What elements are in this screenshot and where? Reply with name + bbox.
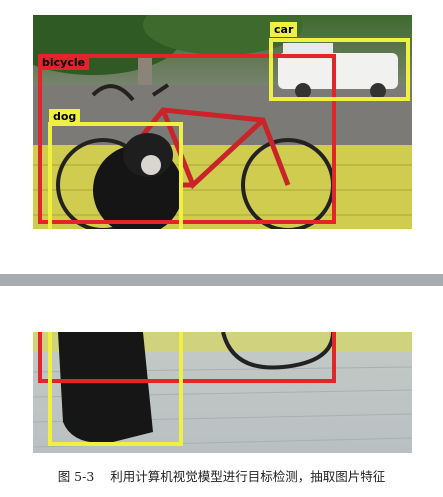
detection-photo-bottom <box>33 332 412 453</box>
car-body <box>278 53 398 89</box>
figure-number: 图 5-3 <box>57 469 95 484</box>
car-wheel <box>370 83 386 99</box>
dog-label: dog <box>49 109 81 124</box>
page-divider-band <box>0 274 443 286</box>
figure-caption: 图 5-3 利用计算机视觉模型进行目标检测，抽取图片特征 <box>0 466 443 485</box>
car-bounding-box <box>269 38 410 101</box>
dog-body-bottom <box>58 332 153 443</box>
dog-bounding-box-bottom <box>48 332 183 446</box>
tree-foliage <box>143 15 303 55</box>
car-wheel <box>295 83 311 99</box>
bicycle-bounding-box <box>38 54 336 224</box>
detection-photo-top: bicycle car dog <box>33 15 412 229</box>
bicycle-label: bicycle <box>38 55 90 70</box>
dog-bounding-box <box>48 122 183 229</box>
bicycle-wheel-bottom <box>221 332 335 370</box>
car-label: car <box>270 22 298 37</box>
dog-illustration <box>93 133 183 229</box>
figure-caption-text: 利用计算机视觉模型进行目标检测，抽取图片特征 <box>110 469 386 484</box>
bicycle-bounding-box-bottom <box>38 332 336 383</box>
